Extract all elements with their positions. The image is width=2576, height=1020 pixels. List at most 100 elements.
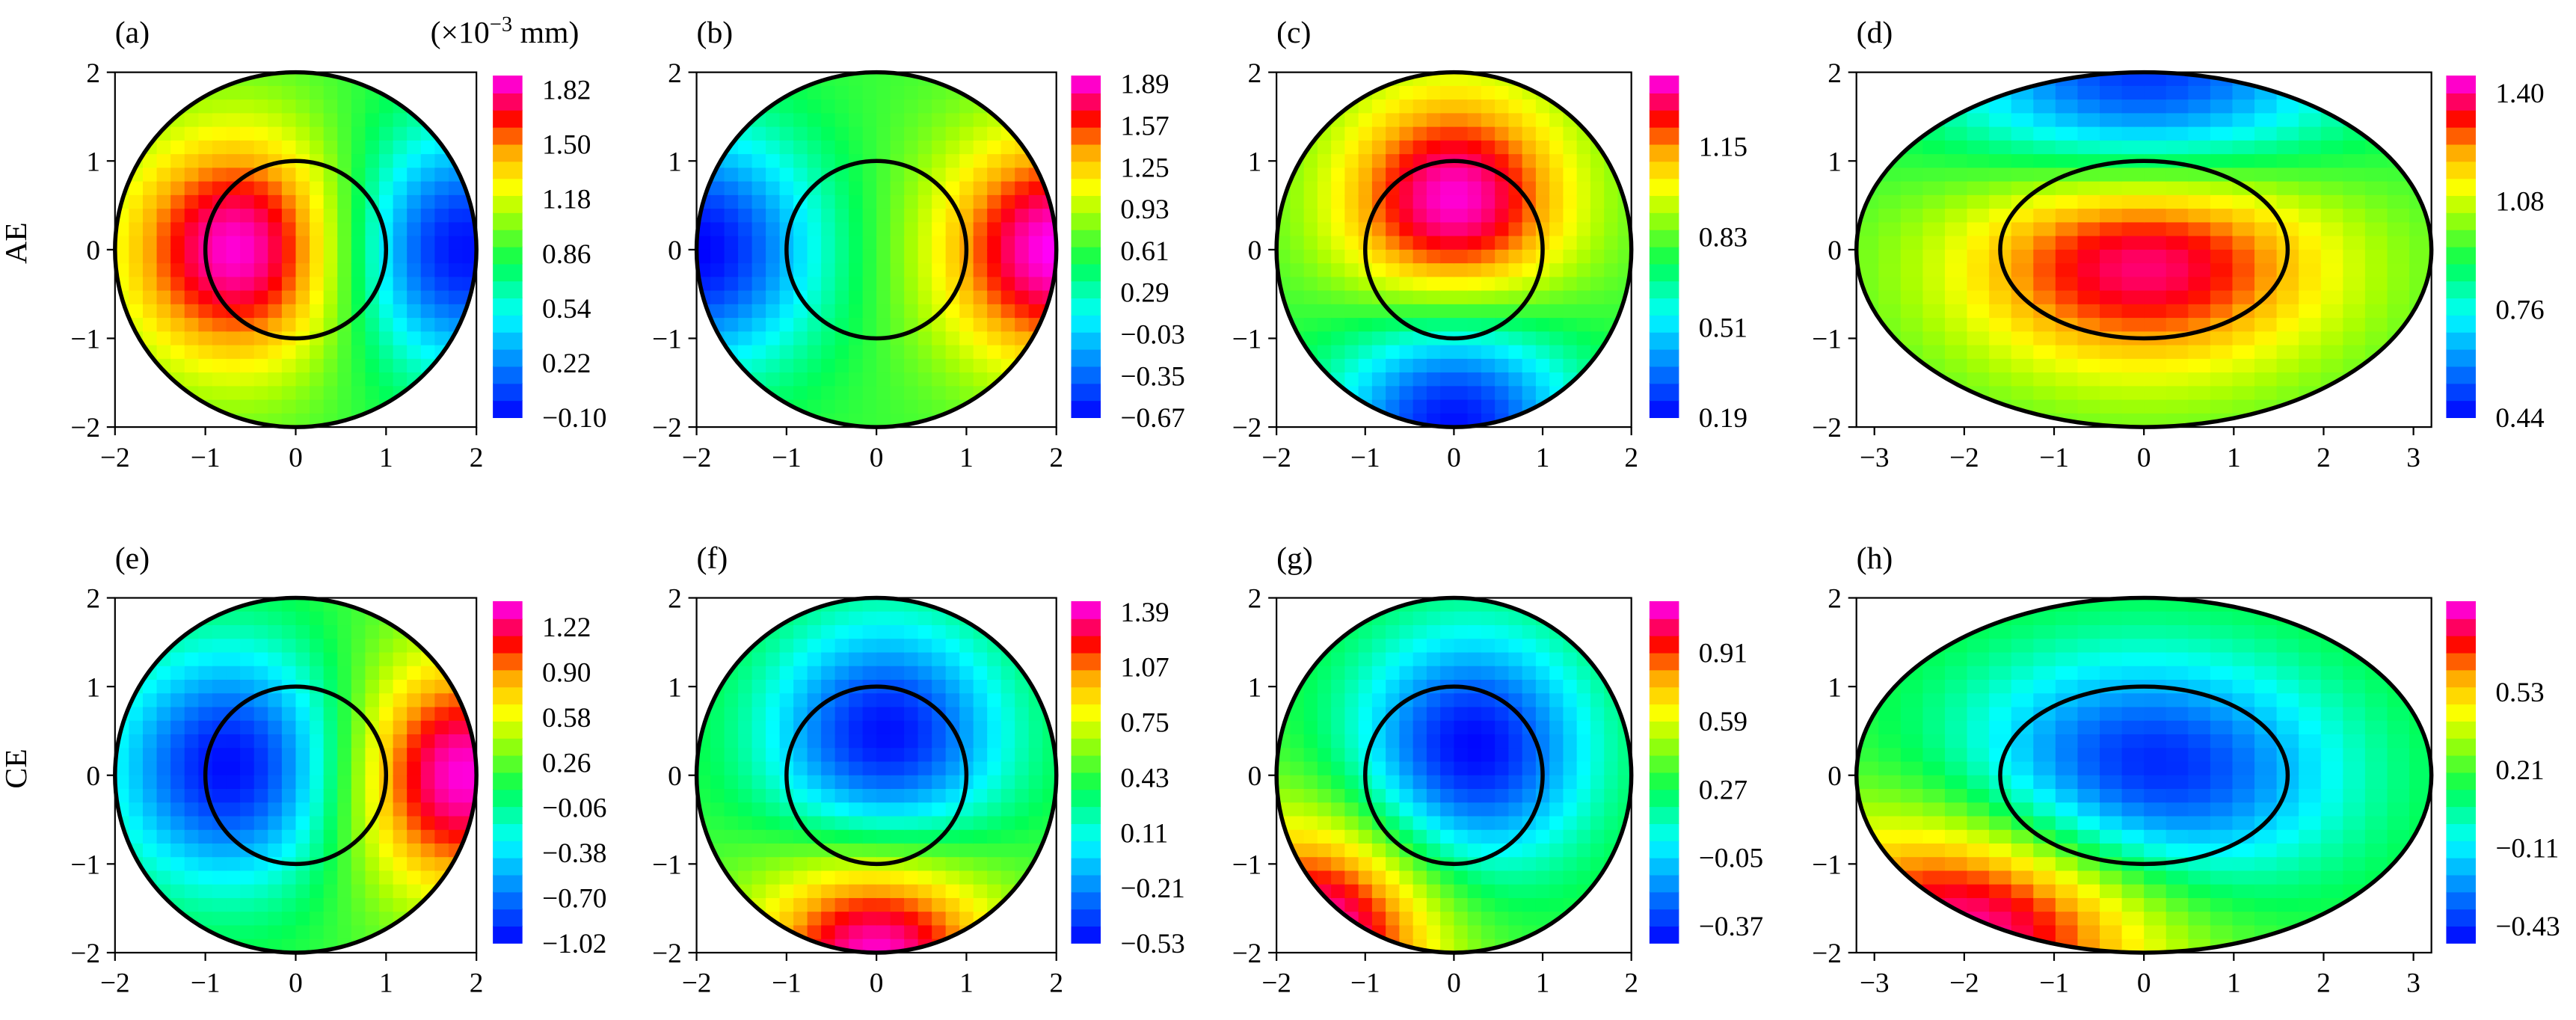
contour-cell (1440, 181, 1455, 197)
contour-cell (1344, 938, 1359, 953)
contour-cell (2144, 304, 2168, 319)
contour-cell (1900, 72, 1924, 87)
contour-cell (1028, 386, 1044, 401)
colorbar-band (1071, 925, 1101, 944)
contour-cell (240, 897, 256, 913)
contour-cell (766, 85, 781, 101)
contour-cell (1358, 386, 1374, 401)
contour-cell (917, 829, 933, 845)
contour-cell (434, 209, 450, 224)
colorbar-tick-label: 0.22 (542, 348, 591, 379)
contour-cell (420, 194, 436, 210)
contour-cell (1386, 236, 1401, 251)
contour-cell (1317, 99, 1332, 114)
contour-cell (2121, 277, 2145, 292)
contour-cell (751, 829, 767, 845)
contour-cell (2210, 331, 2234, 346)
contour-cell (890, 625, 906, 640)
colorbar-band (1071, 840, 1101, 858)
contour-cell (268, 870, 283, 886)
contour-cell (1944, 318, 1968, 333)
contour-cell (1015, 304, 1030, 319)
contour-cell (226, 331, 242, 346)
contour-cell (1015, 761, 1030, 777)
contour-cell (1331, 277, 1346, 292)
colorbar-band (1071, 297, 1101, 316)
contour-cell (1426, 209, 1442, 224)
contour-cell (268, 843, 283, 858)
contour-cell (973, 693, 989, 708)
contour-cell (1604, 399, 1619, 415)
colorbar-band (493, 600, 523, 619)
contour-cell (170, 140, 186, 156)
contour-cell (1900, 277, 1924, 292)
contour-cell (1440, 720, 1455, 736)
colorbar-band (2446, 348, 2476, 367)
contour-cell (917, 897, 933, 913)
contour-cell (945, 652, 961, 668)
contour-cell (1878, 277, 1902, 292)
contour-cell (212, 788, 227, 804)
contour-cell (2033, 168, 2057, 182)
contour-cell (1413, 775, 1428, 790)
contour-cell (337, 154, 353, 169)
colorbar-band (2446, 194, 2476, 213)
contour-cell (807, 884, 823, 900)
colorbar-tick-label: 1.39 (1120, 597, 1169, 628)
contour-cell (351, 358, 366, 374)
contour-cell (379, 870, 394, 886)
contour-cell (1371, 693, 1387, 708)
contour-cell (834, 652, 850, 668)
contour-cell (1276, 99, 1291, 114)
contour-cell (1303, 399, 1319, 415)
contour-cell (738, 249, 753, 265)
contour-cell (1413, 277, 1428, 292)
contour-cell (1386, 85, 1401, 101)
contour-cell (156, 154, 172, 169)
contour-cell (890, 99, 906, 114)
contour-cell (1317, 611, 1332, 627)
contour-cell (1344, 236, 1359, 251)
contour-cell (129, 816, 144, 832)
contour-cell (2165, 236, 2189, 251)
contour-cell (1481, 802, 1496, 817)
contour-cell (351, 897, 366, 913)
contour-cell (1386, 168, 1401, 182)
contour-cell (1015, 857, 1030, 872)
contour-cell (1856, 126, 1880, 142)
contour-cell (1967, 358, 1991, 374)
contour-cell (1028, 209, 1044, 224)
contour-cell (310, 625, 325, 640)
contour-cell (1495, 249, 1510, 265)
contour-cell (1590, 720, 1605, 736)
colorbar-tick-label: 0.76 (2495, 295, 2544, 325)
contour-cell (1856, 72, 1880, 87)
contour-cell (393, 399, 408, 415)
contour-cell (738, 290, 753, 306)
contour-cell (1426, 897, 1442, 913)
contour-cell (1967, 345, 1991, 360)
contour-cell (696, 597, 712, 613)
contour-cell (323, 748, 339, 763)
contour-cell (1303, 679, 1319, 695)
contour-cell (323, 625, 339, 640)
contour-cell (849, 236, 864, 251)
contour-cell (1358, 897, 1374, 913)
contour-cell (973, 925, 989, 941)
contour-cell (1331, 884, 1346, 900)
contour-cell (295, 829, 311, 845)
contour-cell (379, 168, 394, 182)
contour-cell (973, 249, 989, 265)
contour-cell (710, 194, 725, 210)
contour-cell (1344, 816, 1359, 832)
contour-cell (779, 707, 795, 722)
contour-cell (2033, 222, 2057, 237)
contour-cell (1042, 126, 1057, 142)
contour-cell (1371, 884, 1387, 900)
contour-cell (2299, 263, 2323, 278)
contour-cell (1508, 331, 1523, 346)
contour-cell (337, 707, 353, 722)
contour-cell (2077, 263, 2101, 278)
contour-cell (862, 816, 878, 832)
contour-cell (1900, 318, 1924, 333)
